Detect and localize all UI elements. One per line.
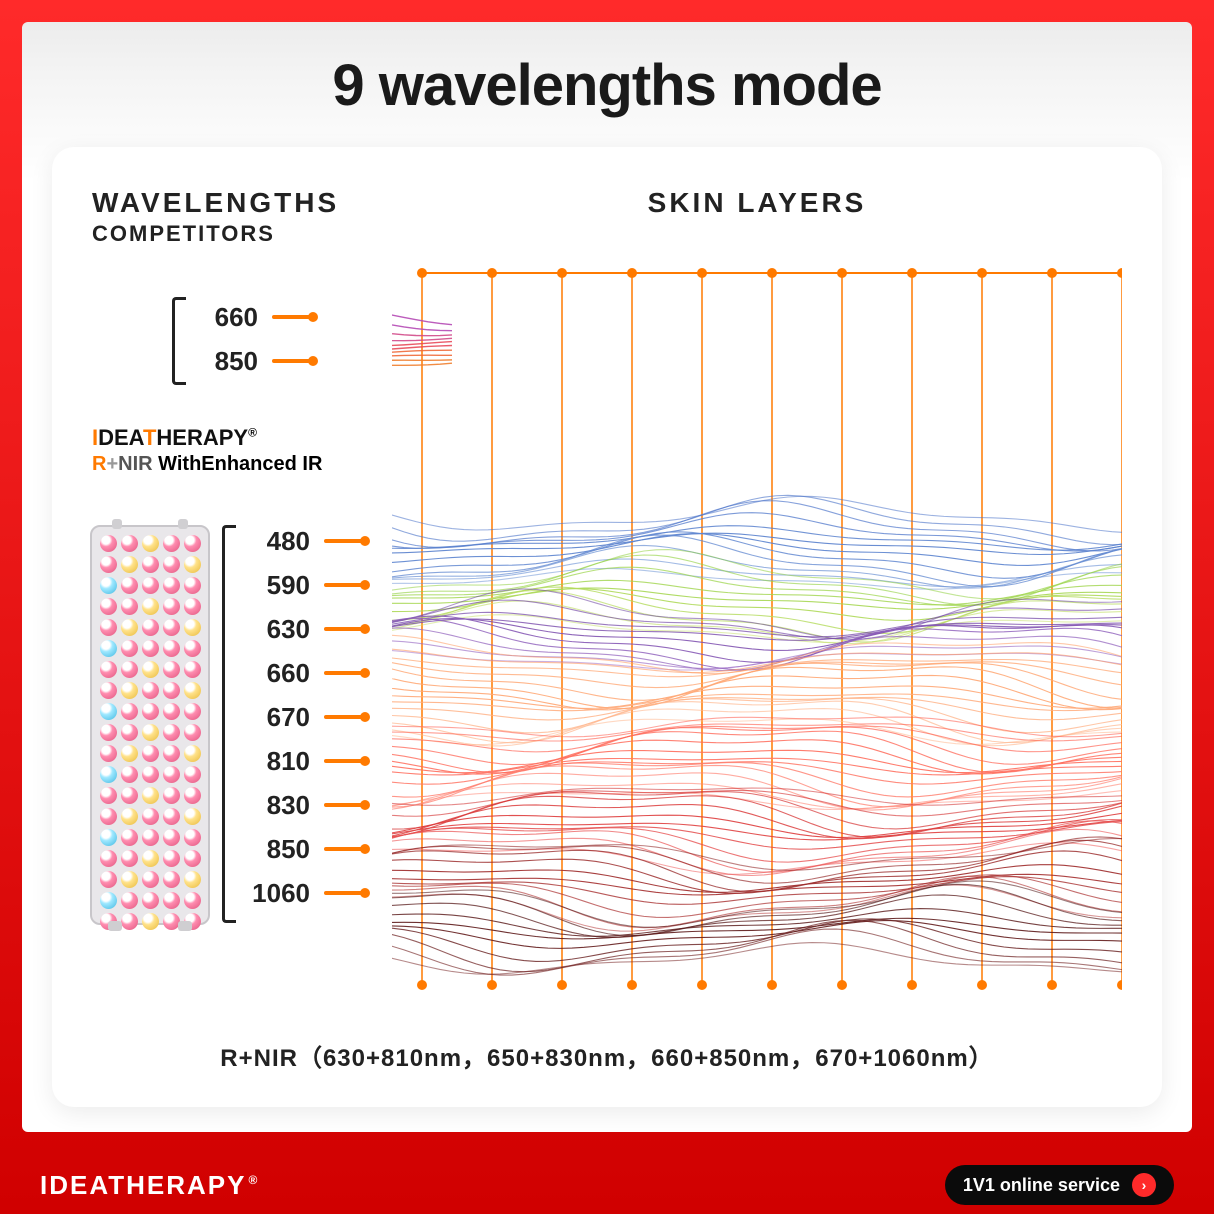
page-title: 9 wavelengths mode [22,52,1192,119]
main-bracket [222,525,236,923]
main-wl-row: 1060 [244,871,364,915]
wl-value: 660 [192,302,258,333]
service-button[interactable]: 1V1 online service › [945,1165,1174,1205]
heading-skinlayers: SKIN LAYERS [392,187,1122,219]
main-wl-row: 830 [244,783,364,827]
footer-logo: IDEATHERAPY® [40,1170,259,1201]
brand-name: IDEATHERAPY® [92,425,322,451]
left-column: COMPETITORS [92,187,392,247]
wl-value: 1060 [244,878,310,909]
brand-subtitle: R+NIR WithEnhanced IR [92,453,322,476]
content-card: WAVELENGTHS SKIN LAYERS COMPETITORS 660 … [52,147,1162,1107]
brand-block: IDEATHERAPY® R+NIR WithEnhanced IR [92,407,322,476]
wl-value: 590 [244,570,310,601]
outer-frame: 9 wavelengths mode WAVELENGTHS SKIN LAYE… [0,0,1214,1214]
dash-icon [324,583,364,587]
device-led-grid [100,535,200,930]
competitors-list: 660 850 [192,295,312,383]
chevron-right-icon: › [1132,1173,1156,1197]
device-illustration [90,525,210,925]
dash-icon [324,847,364,851]
wl-value: 480 [244,526,310,557]
dash-icon [324,759,364,763]
main-wl-row: 850 [244,827,364,871]
main-wl-row: 810 [244,739,364,783]
service-label: 1V1 online service [963,1175,1120,1196]
wl-value: 810 [244,746,310,777]
dash-icon [324,891,364,895]
competitor-wl-row: 660 [192,295,312,339]
inner-panel: 9 wavelengths mode WAVELENGTHS SKIN LAYE… [22,22,1192,1132]
dash-icon [324,671,364,675]
wl-value: 660 [244,658,310,689]
main-wl-row: 590 [244,563,364,607]
wl-value: 830 [244,790,310,821]
main-wl-row: 660 [244,651,364,695]
wave-chart [392,255,1122,987]
wl-value: 850 [192,346,258,377]
dash-icon [324,715,364,719]
main-wl-row: 630 [244,607,364,651]
main-wavelength-list: 480 590 630 660 670 810 830 850 1060 [244,519,364,915]
main-wl-row: 480 [244,519,364,563]
bottom-note: R+NIR（630+810nm，650+830nm，660+850nm，670+… [52,1038,1162,1073]
dash-icon [272,359,312,363]
dash-icon [324,539,364,543]
competitors-bracket [172,297,186,385]
dash-icon [272,315,312,319]
footer-bar: IDEATHERAPY® 1V1 online service › [22,1156,1192,1214]
dash-icon [324,627,364,631]
wl-value: 670 [244,702,310,733]
chart-svg [392,255,1122,995]
competitors-label: COMPETITORS [92,221,392,247]
main-wl-row: 670 [244,695,364,739]
competitor-wl-row: 850 [192,339,312,383]
dash-icon [324,803,364,807]
wl-value: 630 [244,614,310,645]
wl-value: 850 [244,834,310,865]
